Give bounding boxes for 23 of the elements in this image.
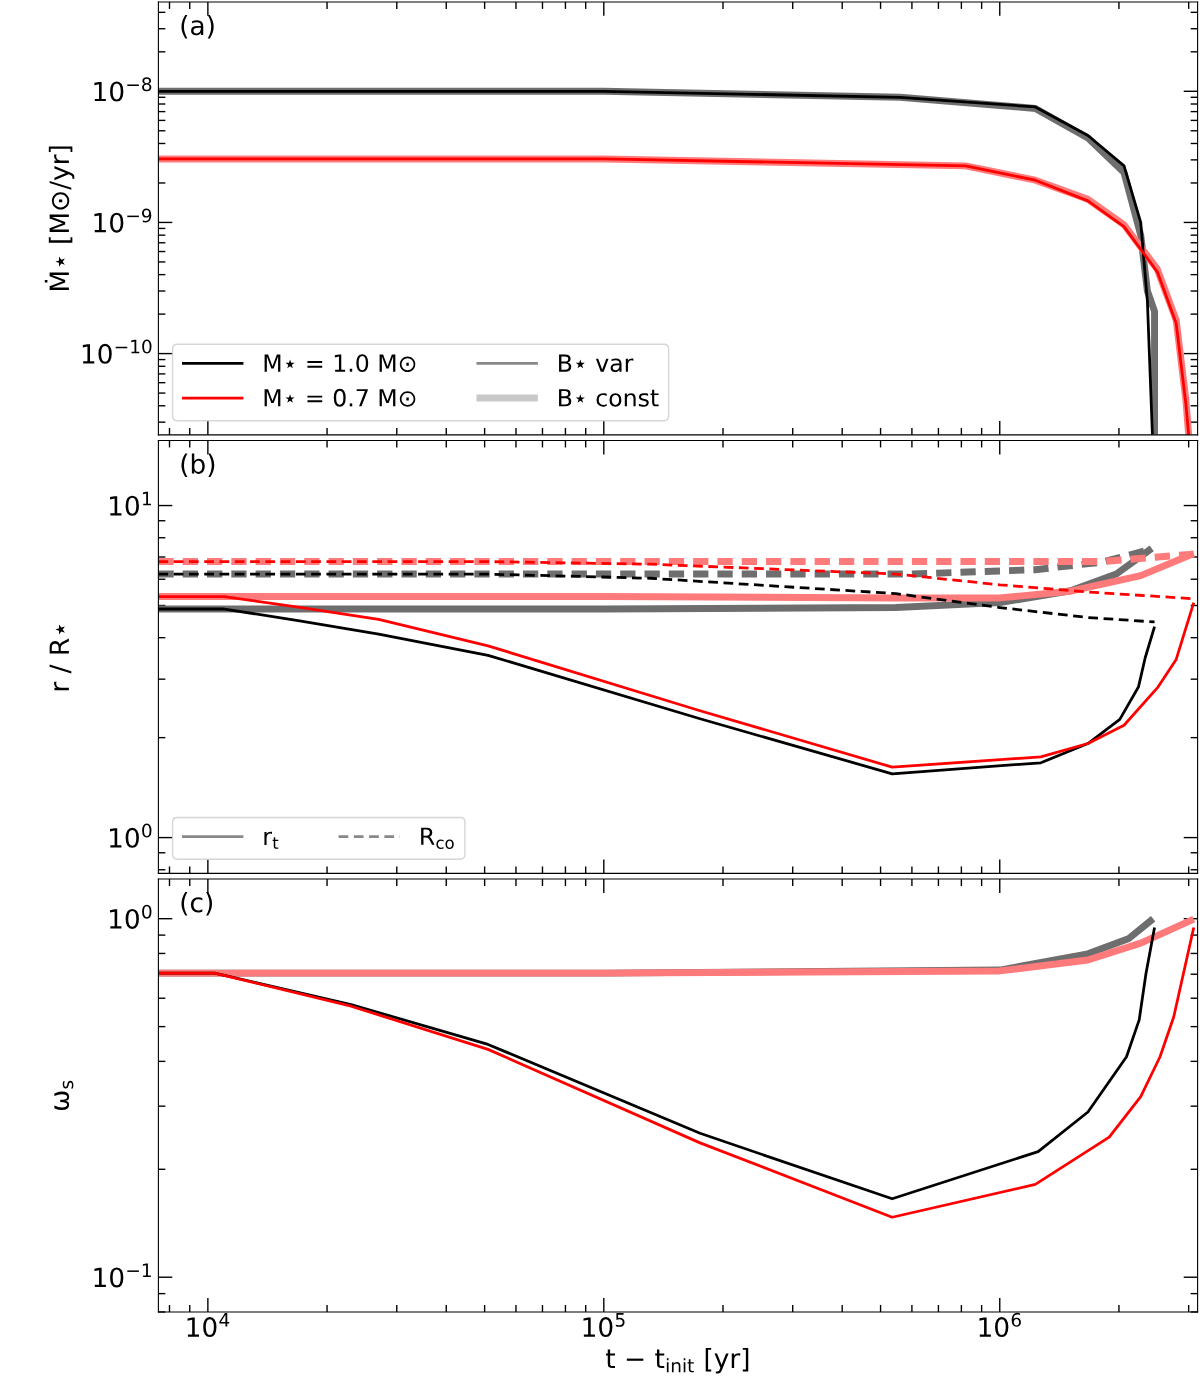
- legend-label: r$_{t}$: [264, 831, 279, 849]
- y-axis-title: Ṁ⋆ [M⊙/yr]: [44, 146, 75, 291]
- y-tick-label: 10$^{1}$: [109, 491, 151, 516]
- y-axis-title: ω$_{s}$: [54, 1080, 74, 1111]
- y-tick-label: 10$^{−9}$: [94, 208, 152, 233]
- y-tick-label: 10$^{−8}$: [94, 77, 152, 102]
- legend-label: M⋆ = 0.7 M⊙: [264, 388, 416, 407]
- annotation: (b): [181, 453, 215, 478]
- legend-label: B⋆ const: [559, 389, 659, 407]
- x-tick-label: 10$^{5}$: [583, 1313, 625, 1338]
- x-tick-label: 10$^{4}$: [187, 1313, 230, 1338]
- legend-label: M⋆ = 1.0 M⊙: [264, 354, 416, 373]
- y-tick-label: 10$^{0}$: [109, 823, 152, 848]
- y-tick-label: 10$^{−10}$: [82, 339, 152, 364]
- legend-label: B⋆ var: [559, 354, 634, 373]
- y-tick-label: 10$^{−1}$: [94, 1263, 151, 1288]
- legend-label: R$_{co}$: [421, 827, 454, 849]
- y-tick-label: 10$^{0}$: [109, 904, 152, 929]
- y-axis-title: r / R⋆: [49, 624, 72, 691]
- x-tick-label: 10$^{6}$: [979, 1312, 1021, 1338]
- x-axis-title: t − t$_{init}$ [yr]: [606, 1347, 749, 1374]
- annotation: (a): [181, 14, 214, 39]
- annotation: (c): [181, 892, 213, 916]
